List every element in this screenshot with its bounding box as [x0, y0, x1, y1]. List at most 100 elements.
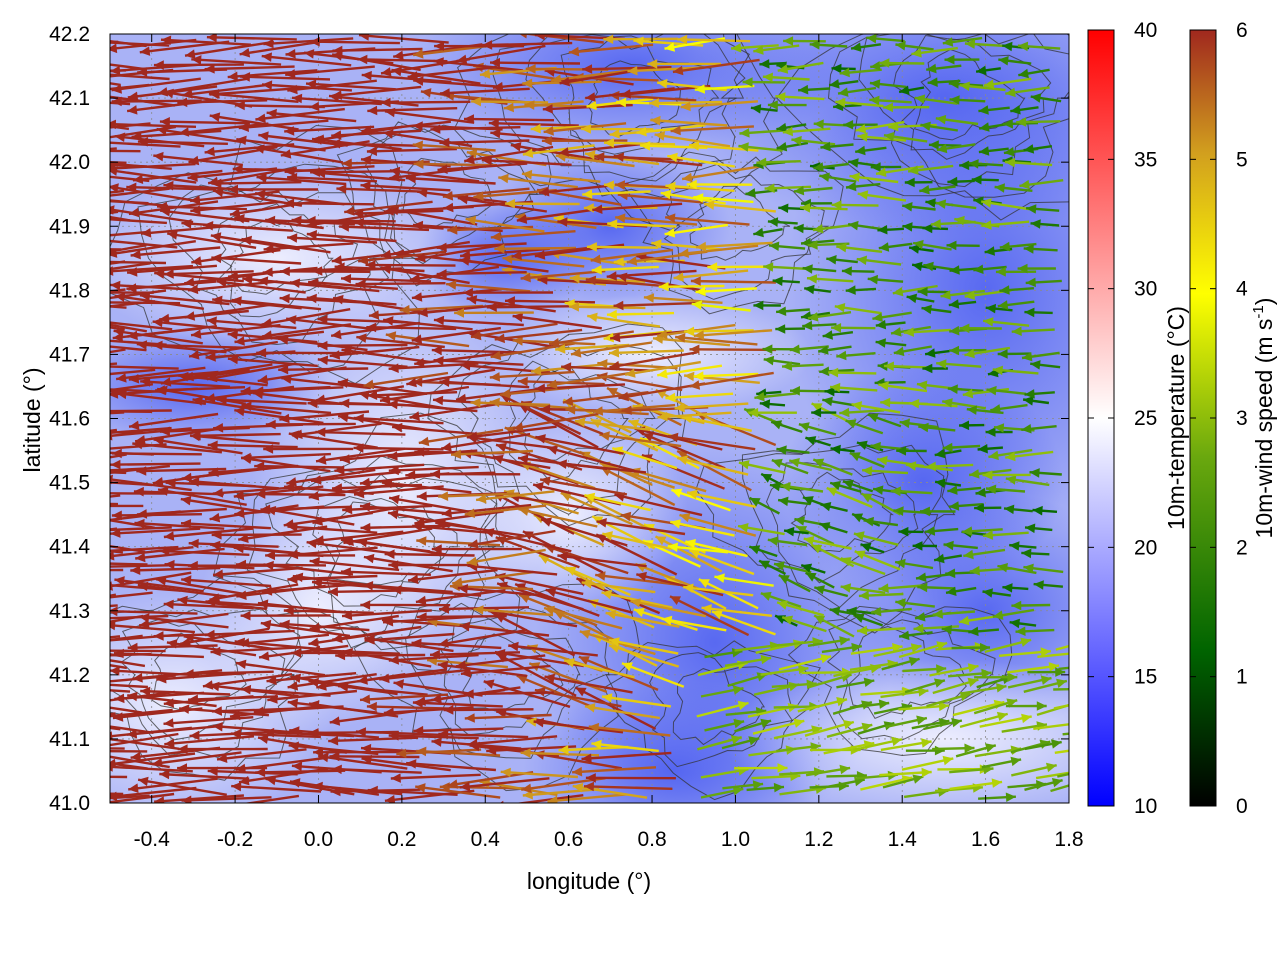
wind-vector-shaft	[241, 404, 332, 415]
wind-vector-96	[558, 745, 629, 755]
wind-vector-shaft	[544, 675, 633, 694]
wind-vector-264	[1027, 667, 1066, 677]
wind-vector-head	[1004, 504, 1015, 515]
wind-vector-head	[312, 578, 323, 588]
wind-vector-head	[807, 274, 818, 284]
wind-vector-head	[904, 177, 915, 188]
wind-vector-head	[366, 146, 377, 156]
wind-vector-shaft	[457, 586, 548, 598]
wind-vector-head	[947, 384, 958, 394]
wind-vector-head	[902, 222, 913, 232]
wind-vector-head	[153, 477, 164, 487]
wind-vector-head	[944, 54, 955, 65]
wind-vector-head	[1078, 648, 1088, 658]
wind-vector-801	[115, 366, 206, 383]
wind-vector-head	[313, 747, 323, 757]
wind-vector-head	[921, 767, 932, 778]
wind-vector-shaft	[459, 624, 550, 637]
wind-vector-573	[110, 474, 192, 492]
wind-vector-shaft	[265, 422, 356, 426]
wind-vector-head	[309, 101, 320, 112]
wind-vector-head	[948, 501, 960, 511]
wind-vector-shaft	[110, 775, 128, 779]
wind-vector-970	[537, 275, 628, 285]
wind-vector-head	[263, 560, 274, 571]
wind-vector-head	[918, 422, 929, 433]
wind-vector-shaft	[543, 606, 623, 630]
wind-vector-head	[1005, 792, 1016, 802]
wind-vector-head	[778, 496, 789, 507]
wind-vector-536	[136, 507, 227, 519]
wind-vector-head	[135, 552, 146, 563]
wind-vector-head	[218, 802, 219, 803]
wind-vector-1443	[1017, 41, 1061, 52]
wind-vector-859	[609, 351, 698, 371]
wind-vector-head	[829, 606, 841, 616]
wind-vector-head	[928, 140, 939, 150]
wind-vector-977	[772, 276, 800, 286]
wind-vector-74	[1035, 771, 1069, 780]
wind-vector-shaft	[209, 87, 300, 96]
wind-vector-head	[87, 135, 98, 145]
wind-vector-869	[924, 348, 950, 358]
wind-vector-174	[601, 693, 672, 708]
wind-vector-head	[388, 509, 399, 520]
wind-vector-948	[997, 300, 1035, 310]
wind-vector-shaft	[407, 568, 498, 582]
wind-vector-505	[313, 530, 404, 545]
wind-vector-head	[383, 206, 394, 216]
wind-vector-head	[387, 451, 398, 461]
wind-vector-506	[343, 527, 433, 546]
wind-vector-shaft	[522, 788, 600, 797]
wind-vector-head	[312, 266, 323, 276]
wind-vector-head	[388, 465, 399, 476]
wind-vector-head	[236, 559, 246, 570]
wind-vector-head	[339, 454, 351, 464]
wind-vector-head	[502, 254, 513, 264]
wind-vector-836	[110, 348, 126, 354]
wind-vector-head	[217, 753, 228, 763]
wind-vector-1317	[680, 100, 758, 112]
wind-vector-head	[490, 128, 501, 139]
wind-vector-428	[287, 574, 378, 584]
wind-vector-shaft	[562, 391, 649, 404]
wind-colorbar-tick-label-4: 4	[1236, 278, 1248, 301]
wind-vector-225	[1007, 675, 1052, 689]
wind-vector-shaft	[380, 240, 470, 258]
wind-vector-shaft	[110, 339, 167, 346]
wind-vector-shaft	[382, 131, 473, 148]
wind-vector-head	[204, 629, 215, 640]
wind-vector-1171	[849, 172, 899, 184]
wind-vector-head	[368, 310, 380, 320]
wind-vector-1131	[800, 203, 848, 213]
wind-vector-470	[384, 549, 475, 559]
wind-vector-shaft	[693, 195, 754, 204]
y-tick-label-12: 42.2	[49, 23, 90, 46]
wind-vector-head	[802, 320, 813, 331]
wind-vector-shaft	[467, 564, 558, 576]
wind-vector-shaft	[689, 348, 777, 352]
wind-vector-head	[91, 580, 101, 590]
wind-vector-head	[967, 677, 979, 687]
wind-vector-head	[156, 674, 167, 684]
wind-vector-head	[253, 706, 264, 716]
wind-vector-1333	[111, 77, 201, 94]
wind-vector-head	[909, 244, 920, 254]
wind-vector-shaft	[409, 402, 499, 419]
wind-vector-head	[361, 125, 372, 135]
wind-vector-shaft	[240, 452, 331, 460]
wind-vector-head	[996, 711, 1008, 722]
wind-vector-787	[754, 392, 797, 402]
wind-vector-head	[358, 255, 369, 265]
wind-vector-head	[584, 492, 596, 502]
wind-vector-head	[1024, 389, 1035, 399]
wind-vector-shaft	[110, 260, 167, 265]
wind-vector-head	[888, 121, 899, 132]
wind-vector-head	[1021, 424, 1032, 434]
wind-vector-shaft	[361, 120, 452, 133]
wind-vector-head	[657, 411, 668, 422]
wind-vector-head	[633, 36, 644, 46]
wind-vector-115	[110, 725, 154, 734]
wind-vector-head	[1051, 778, 1063, 788]
wind-vector-head	[763, 262, 774, 272]
